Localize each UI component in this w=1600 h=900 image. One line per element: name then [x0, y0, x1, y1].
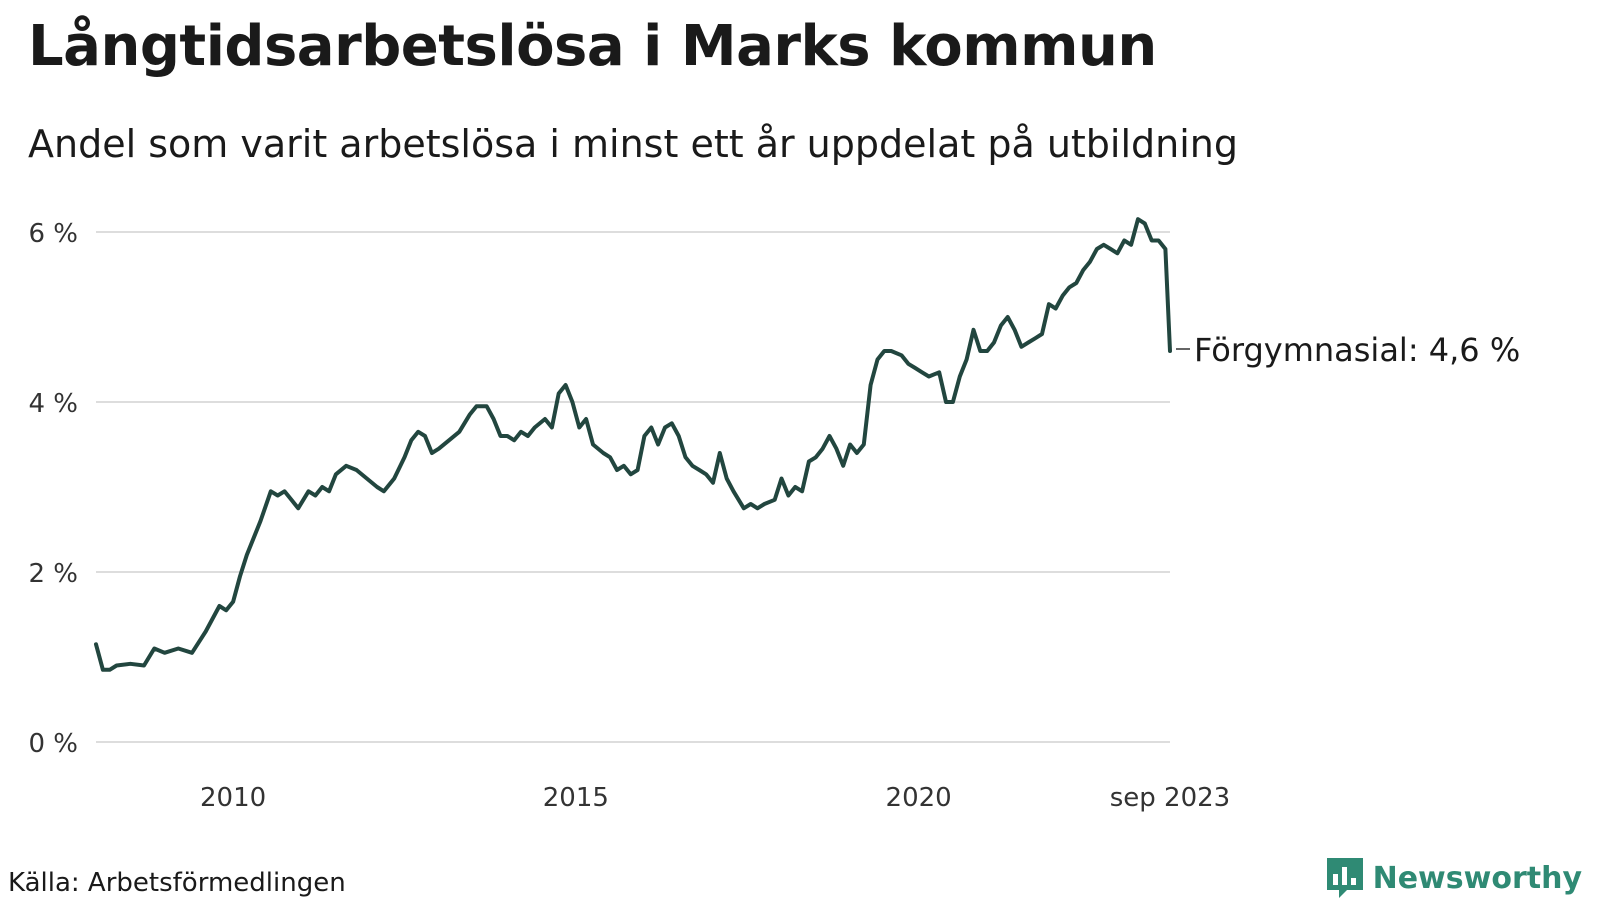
- chart-title: Långtidsarbetslösa i Marks kommun: [28, 14, 1157, 79]
- x-tick-label: sep 2023: [1110, 783, 1230, 813]
- series-end-label: Förgymnasial: 4,6 %: [1194, 331, 1520, 369]
- bar-chart-icon: [1326, 858, 1363, 898]
- line-chart: 0 % 2 % 4 % 6 % 2010 2015 2020 sep 2023 Förgymna…: [28, 217, 1520, 813]
- x-tick-label: 2015: [543, 783, 609, 813]
- y-tick-label: 2 %: [28, 559, 78, 589]
- series-line: [94, 217, 1172, 672]
- y-tick-label: 6 %: [28, 219, 78, 249]
- brand-logo: Newsworthy: [1325, 856, 1582, 900]
- source-note: Källa: Arbetsförmedlingen: [8, 868, 346, 898]
- x-tick-label: 2020: [886, 783, 952, 813]
- y-tick-label: 4 %: [28, 389, 78, 419]
- x-tick-label: 2010: [200, 783, 266, 813]
- chart-subtitle: Andel som varit arbetslösa i minst ett å…: [28, 122, 1239, 166]
- y-tick-label: 0 %: [28, 729, 78, 759]
- brand-name: Newsworthy: [1372, 860, 1582, 896]
